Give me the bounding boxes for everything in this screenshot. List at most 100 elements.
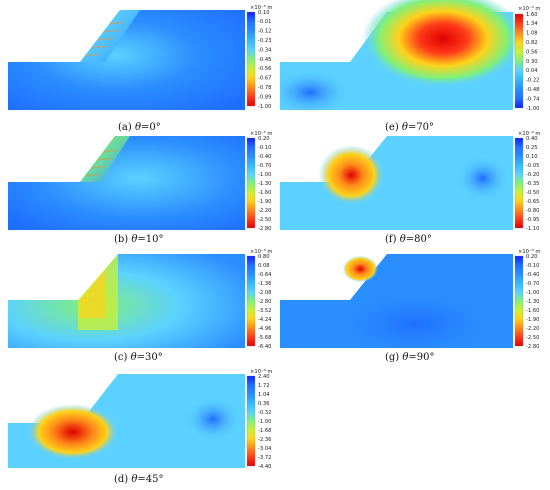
colorbar-tick-label: -2.80 xyxy=(526,344,539,350)
caption-e: (e) θ=70° xyxy=(385,122,435,133)
displacement-coldspot xyxy=(405,136,513,230)
colorbar-tick-label: -2.36 xyxy=(258,437,271,443)
colorbar-unit-f: ×10⁻³ m xyxy=(518,131,540,137)
colorbar-tick-label: -0.95 xyxy=(526,217,539,223)
colorbar-tick-label: -3.72 xyxy=(258,455,271,461)
colorbar-tick-label: -0.67 xyxy=(258,76,271,82)
colorbar-tick-label: -0.35 xyxy=(526,181,539,187)
colorbar-tick-label: 0.30 xyxy=(526,59,538,65)
colorbar-tick-label: -1.68 xyxy=(258,428,271,434)
panel-g: ×10⁻³ m 0.20 -0.10 -0.40 -0.70 -1.00 -1.30 -1.… xyxy=(275,248,550,363)
slope-face xyxy=(80,10,140,62)
contour-plot-c: ×10⁻³ m 0.80 0.08 -0.64 -1.36 -2.08 -2.80 -3.5… xyxy=(8,249,272,350)
colorbar-unit-d: ×10⁻³ m xyxy=(250,369,272,375)
colorbar-tick-label: -3.52 xyxy=(258,308,271,314)
colorbar-unit-a: ×10⁻³ m xyxy=(250,5,272,11)
colorbar-tick-label: 0.80 xyxy=(258,254,270,260)
colorbar-tick-label: -0.10 xyxy=(258,145,271,151)
colorbar-tick-label: -0.78 xyxy=(258,85,271,91)
contour-plot-e: ×10⁻³ m 1.60 1.34 1.08 0.82 0.56 0.30 0.04 -0.2… xyxy=(280,0,540,112)
colorbar-d xyxy=(246,375,256,467)
colorbar-tick-label: -1.90 xyxy=(258,199,271,205)
colorbar-ticks-g: 0.20 -0.10 -0.40 -0.70 -1.00 -1.30 -1.60 -1.90 -… xyxy=(526,254,539,350)
colorbar-tick-label: -0.32 xyxy=(258,410,271,416)
colorbar-g xyxy=(514,255,524,347)
colorbar-tick-label: 0.82 xyxy=(526,40,538,46)
slope-domain xyxy=(8,10,245,110)
colorbar-tick-label: -4.40 xyxy=(258,464,271,470)
colorbar-c xyxy=(246,255,256,347)
colorbar-tick-label: -0.34 xyxy=(258,47,272,53)
colorbar-tick-label: 1.08 xyxy=(526,31,538,37)
colorbar-tick-label: -4.96 xyxy=(258,326,271,332)
colorbar-tick-label: 0.20 xyxy=(526,254,538,260)
colorbar-tick-label: 1.34 xyxy=(526,21,538,27)
colorbar-tick-label: 0.40 xyxy=(526,136,538,142)
colorbar-tick-label: 0.25 xyxy=(526,145,538,151)
contour-plot-a: ×10⁻³ m 0.10 -0.01 -0.12 -0.23 -0.34 -0.45 -0.… xyxy=(8,5,272,110)
colorbar-tick-label: -0.45 xyxy=(258,57,271,63)
colorbar-tick-label: 0.20 xyxy=(258,136,270,142)
colorbar-tick-label: 0.10 xyxy=(526,154,538,160)
panel-b: ×10⁻³ m 0.20 -0.10 -0.40 -0.70 -1.00 -1.30 -1.… xyxy=(0,130,275,245)
colorbar-tick-label: 0.08 xyxy=(258,263,270,269)
colorbar-tick-label: -5.68 xyxy=(258,335,271,341)
colorbar-tick-label: 0.04 xyxy=(526,68,538,74)
caption-g: (g) θ=90° xyxy=(385,352,435,363)
panel-d: ×10⁻³ m 2.40 1.72 1.04 0.36 -0.32 -1.00 -1.68 -… xyxy=(0,368,275,490)
caption-d: (d) θ=45° xyxy=(114,474,164,485)
colorbar-tick-label: 0.36 xyxy=(258,401,270,407)
colorbar-b xyxy=(246,137,256,229)
colorbar-ticks-a: 0.10 -0.01 -0.12 -0.23 -0.34 -0.45 -0.56 -0.67 -… xyxy=(258,10,272,110)
colorbar-tick-label: 1.04 xyxy=(258,392,270,398)
colorbar-ticks-b: 0.20 -0.10 -0.40 -0.70 -1.00 -1.30 -1.60 -1.90 -… xyxy=(258,136,271,232)
colorbar-tick-label: 1.72 xyxy=(258,383,270,389)
colorbar-tick-label: 2.40 xyxy=(258,374,270,380)
colorbar-tick-label: -2.50 xyxy=(258,217,271,223)
slope-hotspot xyxy=(80,270,105,318)
colorbar-tick-label: 1.60 xyxy=(526,12,538,18)
colorbar-tick-label: -1.00 xyxy=(526,290,539,296)
colorbar-tick-label: -0.80 xyxy=(526,208,539,214)
colorbar-tick-label: -2.20 xyxy=(258,208,271,214)
colorbar-tick-label: -2.80 xyxy=(258,299,271,305)
colorbar-tick-label: -0.01 xyxy=(258,19,271,25)
colorbar-tick-label: -0.22 xyxy=(526,78,539,84)
caption-c: (c) θ=30° xyxy=(114,352,163,363)
colorbar-tick-label: -1.00 xyxy=(258,419,271,425)
colorbar-tick-label: -1.60 xyxy=(526,308,539,314)
colorbar-tick-label: -1.00 xyxy=(526,106,539,112)
colorbar-tick-label: -1.00 xyxy=(258,104,271,110)
colorbar-tick-label: 0.56 xyxy=(526,49,538,55)
colorbar-unit-g: ×10⁻³ m xyxy=(518,249,540,255)
contour-plot-b: ×10⁻³ m 0.20 -0.10 -0.40 -0.70 -1.00 -1.30 -1.… xyxy=(8,131,272,232)
colorbar-tick-label: -2.80 xyxy=(258,226,271,232)
colorbar-tick-label: -1.30 xyxy=(526,299,539,305)
slope-domain xyxy=(8,254,245,348)
colorbar-ticks-d: 2.40 1.72 1.04 0.36 -0.32 -1.00 -1.68 -2.36 -3.0… xyxy=(258,374,272,470)
caption-b: (b) θ=10° xyxy=(114,234,164,245)
displacement-coldspot xyxy=(130,376,245,466)
caption-f: (f) θ=80° xyxy=(385,234,432,245)
colorbar-tick-label: -0.20 xyxy=(526,172,539,178)
colorbar-a xyxy=(246,11,256,107)
colorbar-tick-label: -0.23 xyxy=(258,38,271,44)
colorbar-tick-label: -0.40 xyxy=(258,154,271,160)
slope-domain xyxy=(8,136,245,230)
colorbar-tick-label: -0.56 xyxy=(258,66,271,72)
displacement-coldspot xyxy=(280,40,400,110)
panel-e: ×10⁻³ m 1.60 1.34 1.08 0.82 0.56 0.30 0.04 -0.2… xyxy=(275,0,550,140)
colorbar-f xyxy=(514,137,524,229)
colorbar-ticks-f: 0.40 0.25 0.10 -0.05 -0.20 -0.35 -0.50 -0.65 -0.… xyxy=(526,136,539,232)
slope-stripes xyxy=(85,149,119,177)
colorbar-tick-label: -2.50 xyxy=(526,335,539,341)
contour-plot-g: ×10⁻³ m 0.20 -0.10 -0.40 -0.70 -1.00 -1.30 -1.… xyxy=(280,248,540,350)
colorbar-unit-b: ×10⁻³ m xyxy=(250,131,272,137)
panel-f: ×10⁻³ m 0.40 0.25 0.10 -0.05 -0.20 -0.35 -0.50… xyxy=(275,130,550,245)
colorbar-tick-label: -0.64 xyxy=(258,272,272,278)
colorbar-tick-label: -1.60 xyxy=(258,190,271,196)
caption-a: (a) θ=0° xyxy=(118,122,161,133)
colorbar-tick-label: -1.90 xyxy=(526,317,539,323)
colorbar-tick-label: -0.48 xyxy=(526,87,539,93)
colorbar-tick-label: -1.00 xyxy=(258,172,271,178)
